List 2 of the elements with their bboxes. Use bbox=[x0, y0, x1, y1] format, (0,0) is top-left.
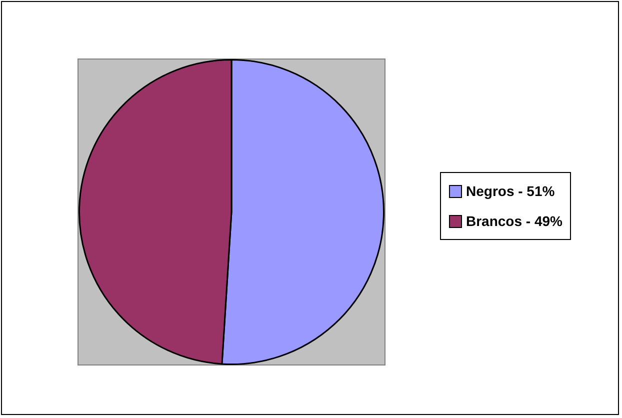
legend-label: Negros - 51% bbox=[466, 183, 555, 199]
legend-label: Brancos - 49% bbox=[466, 213, 562, 229]
